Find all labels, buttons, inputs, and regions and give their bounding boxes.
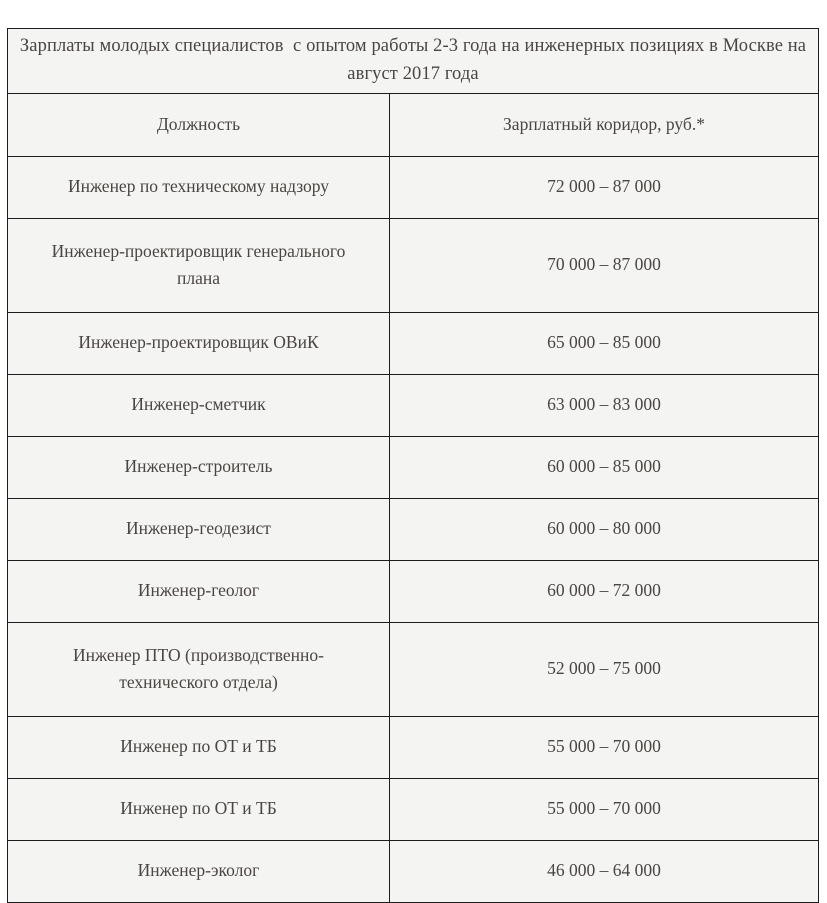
cell-position: Инженер-эколог bbox=[7, 839, 390, 903]
cell-salary-text: 60 000 – 80 000 bbox=[547, 518, 661, 539]
table-row: Инженер-геолог 60 000 – 72 000 bbox=[7, 559, 819, 623]
cell-salary-text: 55 000 – 70 000 bbox=[547, 736, 661, 757]
table-title-cell: Зарплаты молодых специалистов с опытом р… bbox=[7, 28, 819, 94]
cell-salary: 70 000 – 87 000 bbox=[389, 217, 819, 313]
table-row: Инженер-проектировщик ОВиК 65 000 – 85 00… bbox=[7, 311, 819, 375]
cell-salary: 52 000 – 75 000 bbox=[389, 621, 819, 717]
cell-position: Инженер-проектировщик генерального плана bbox=[7, 217, 390, 313]
cell-salary: 55 000 – 70 000 bbox=[389, 777, 819, 841]
column-header-salary: Зарплатный коридор, руб.* bbox=[389, 92, 819, 157]
salary-table-body: Зарплаты молодых специалистов с опытом р… bbox=[7, 28, 819, 903]
cell-salary-text: 52 000 – 75 000 bbox=[547, 658, 661, 679]
salary-table: Зарплаты молодых специалистов с опытом р… bbox=[7, 28, 819, 903]
cell-salary: 55 000 – 70 000 bbox=[389, 715, 819, 779]
table-row: Инженер-эколог 46 000 – 64 000 bbox=[7, 839, 819, 903]
page-root: Зарплаты молодых специалистов с опытом р… bbox=[7, 28, 819, 903]
cell-position-text: Инженер-проектировщик генерального плана bbox=[51, 240, 346, 288]
cell-salary-text: 55 000 – 70 000 bbox=[547, 798, 661, 819]
cell-position: Инженер-проектировщик ОВиК bbox=[7, 311, 390, 375]
table-row: Инженер по ОТ и ТБ 55 000 – 70 000 bbox=[7, 777, 819, 841]
cell-salary-text: 60 000 – 85 000 bbox=[547, 456, 661, 477]
cell-position-text: Инженер по техническому надзору bbox=[67, 176, 330, 197]
cell-salary: 60 000 – 80 000 bbox=[389, 497, 819, 561]
cell-salary-text: 60 000 – 72 000 bbox=[547, 580, 661, 601]
column-header-salary-label: Зарплатный коридор, руб.* bbox=[503, 114, 705, 134]
cell-salary: 60 000 – 72 000 bbox=[389, 559, 819, 623]
cell-salary-text: 70 000 – 87 000 bbox=[547, 254, 661, 275]
cell-position-text: Инженер-геолог bbox=[137, 580, 260, 601]
table-row: Инженер-геодезист 60 000 – 80 000 bbox=[7, 497, 819, 561]
table-row: Инженер-сметчик 63 000 – 83 000 bbox=[7, 373, 819, 437]
cell-salary: 60 000 – 85 000 bbox=[389, 435, 819, 499]
cell-salary: 46 000 – 64 000 bbox=[389, 839, 819, 903]
table-row: Инженер по ОТ и ТБ 55 000 – 70 000 bbox=[7, 715, 819, 779]
cell-salary-text: 65 000 – 85 000 bbox=[547, 332, 661, 353]
table-title-row: Зарплаты молодых специалистов с опытом р… bbox=[7, 28, 819, 94]
cell-salary: 72 000 – 87 000 bbox=[389, 155, 819, 219]
cell-position-text: Инженер-эколог bbox=[137, 860, 260, 881]
cell-salary-text: 46 000 – 64 000 bbox=[547, 860, 661, 881]
cell-position-text: Инженер-проектировщик ОВиК bbox=[78, 332, 319, 353]
cell-position-text: Инженер по ОТ и ТБ bbox=[120, 736, 277, 757]
cell-position: Инженер-геолог bbox=[7, 559, 390, 623]
column-header-position: Должность bbox=[7, 92, 390, 157]
table-row: Инженер-проектировщик генерального плана… bbox=[7, 217, 819, 313]
cell-position: Инженер ПТО (производственно-техническог… bbox=[7, 621, 390, 717]
table-title: Зарплаты молодых специалистов с опытом р… bbox=[19, 36, 811, 84]
cell-position-text: Инженер-геодезист bbox=[126, 518, 271, 539]
cell-position: Инженер по техническому надзору bbox=[7, 155, 390, 219]
cell-salary: 65 000 – 85 000 bbox=[389, 311, 819, 375]
cell-position: Инженер по ОТ и ТБ bbox=[7, 715, 390, 779]
cell-position: Инженер-строитель bbox=[7, 435, 390, 499]
salary-table-container: Зарплаты молодых специалистов с опытом р… bbox=[7, 28, 819, 903]
table-header-row: Должность Зарплатный коридор, руб.* bbox=[7, 92, 819, 157]
column-header-position-label: Должность bbox=[156, 114, 241, 134]
cell-position-text: Инженер ПТО (производственно-техническог… bbox=[73, 644, 324, 692]
table-row: Инженер по техническому надзору 72 000 – … bbox=[7, 155, 819, 219]
cell-position-text: Инженер по ОТ и ТБ bbox=[120, 798, 277, 819]
cell-salary-text: 63 000 – 83 000 bbox=[547, 394, 661, 415]
cell-salary-text: 72 000 – 87 000 bbox=[547, 176, 661, 197]
cell-salary: 63 000 – 83 000 bbox=[389, 373, 819, 437]
table-row: Инженер ПТО (производственно-техническог… bbox=[7, 621, 819, 717]
cell-position: Инженер по ОТ и ТБ bbox=[7, 777, 390, 841]
table-row: Инженер-строитель 60 000 – 85 000 bbox=[7, 435, 819, 499]
cell-position: Инженер-геодезист bbox=[7, 497, 390, 561]
cell-position: Инженер-сметчик bbox=[7, 373, 390, 437]
cell-position-text: Инженер-сметчик bbox=[131, 394, 266, 415]
cell-position-text: Инженер-строитель bbox=[124, 456, 273, 477]
